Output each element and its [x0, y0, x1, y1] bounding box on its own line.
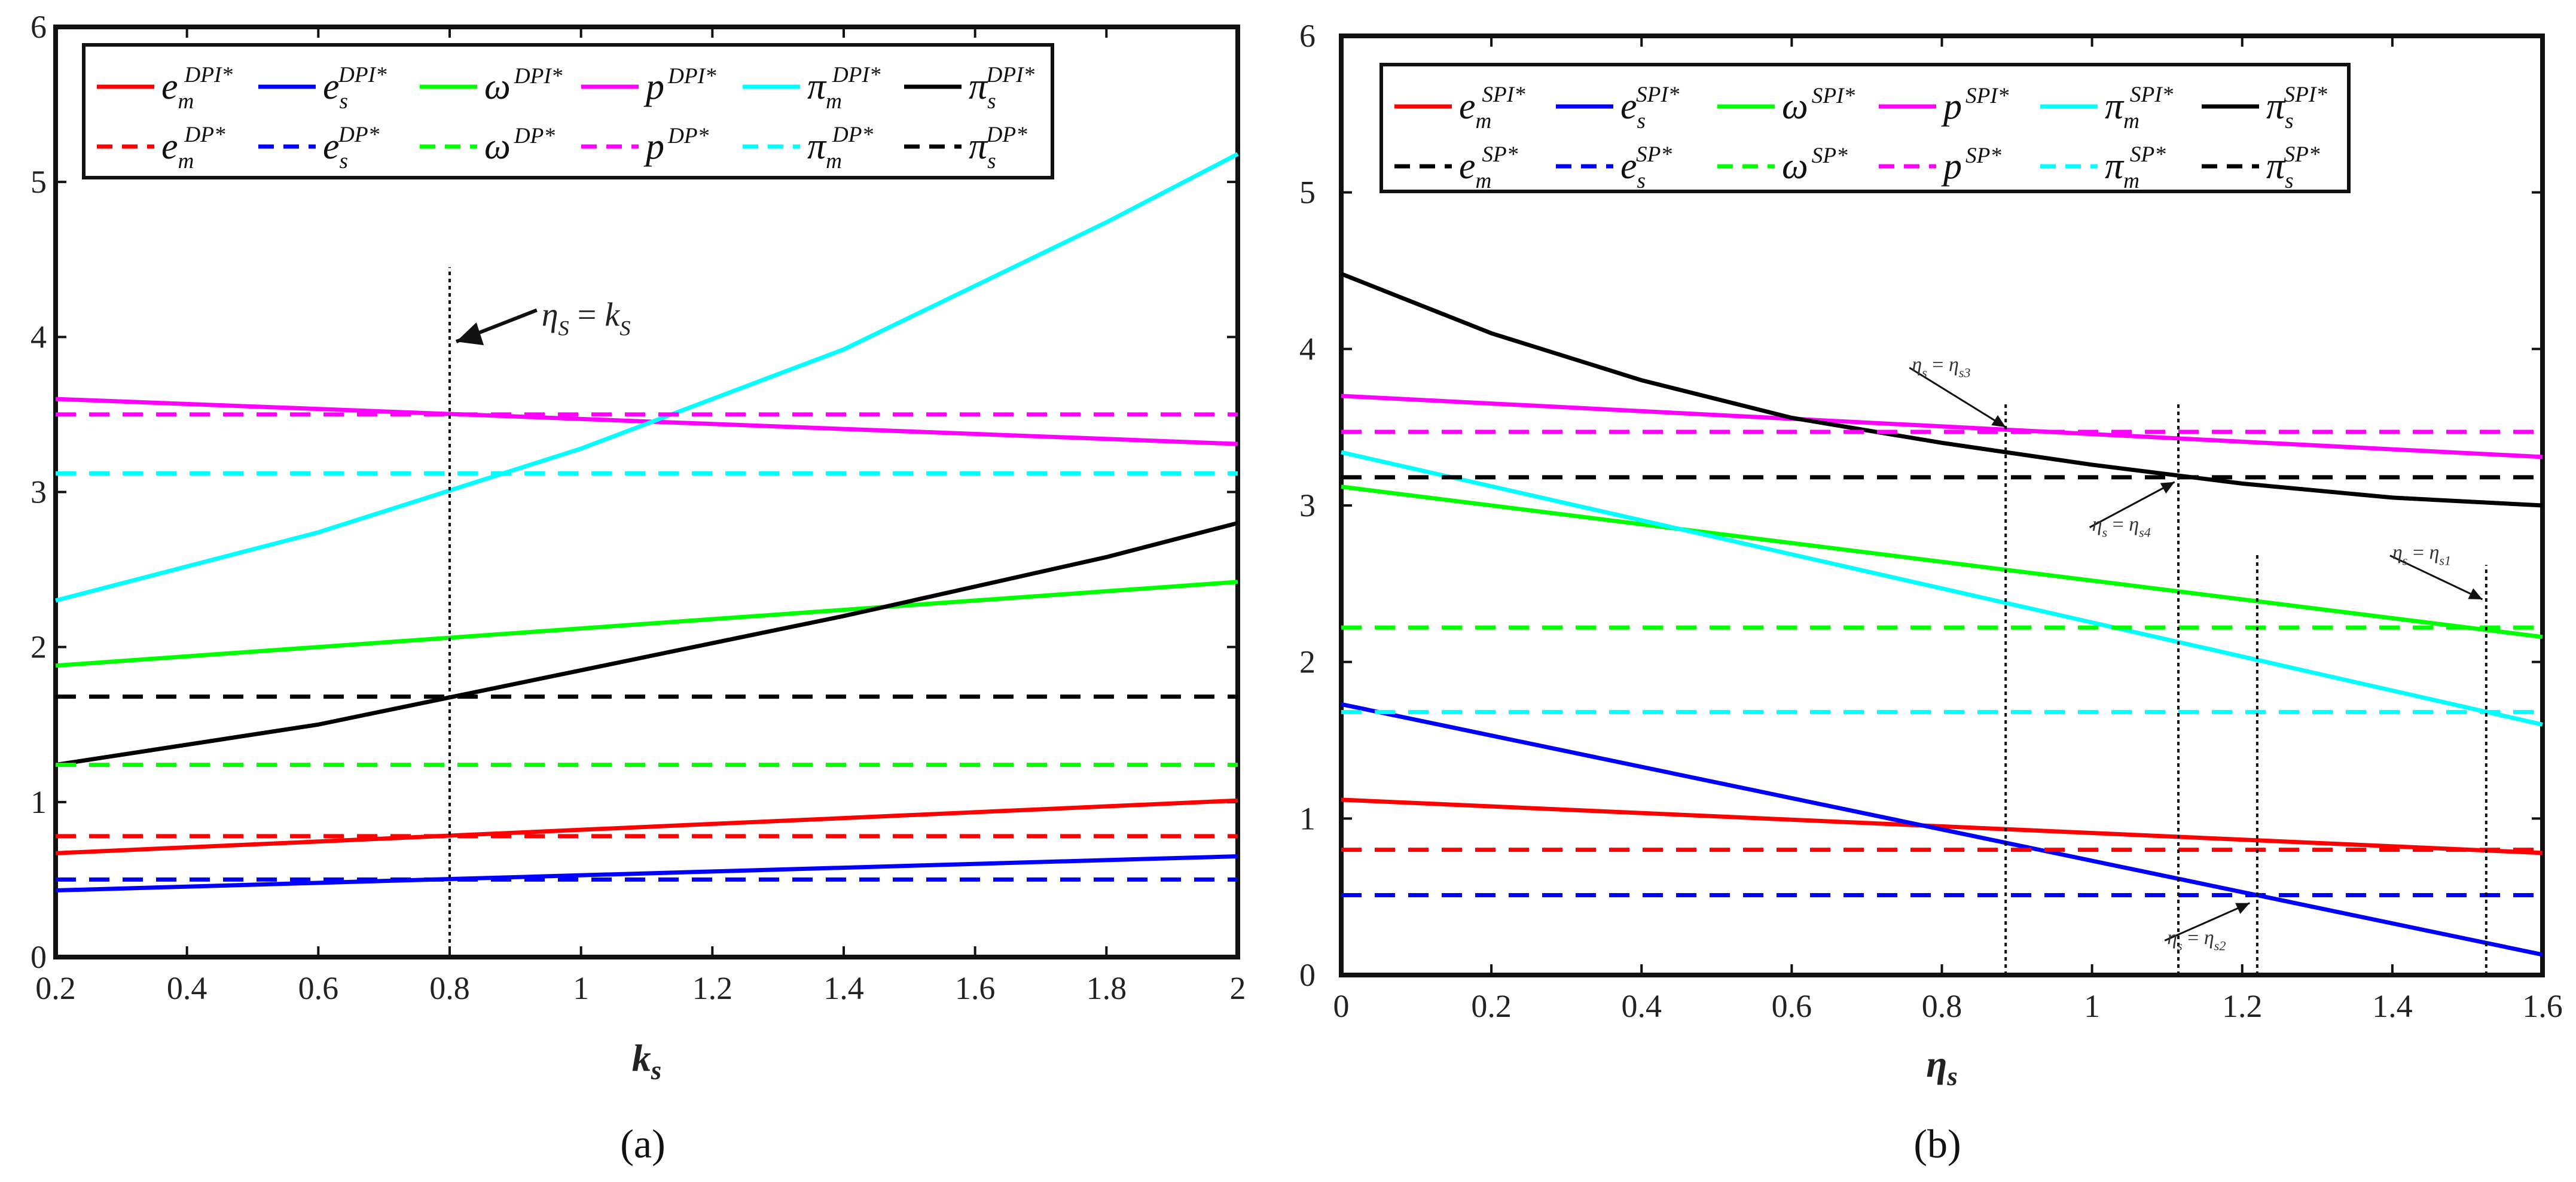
- annotation-arrow: [2389, 555, 2483, 601]
- legend-entry-label: πmSPI*: [2105, 83, 2174, 133]
- annotation-label: ηs = ηs1: [2392, 542, 2451, 568]
- y-tick-label: 6: [1299, 18, 1316, 54]
- y-tick-label: 0: [30, 939, 47, 975]
- y-tick-label: 5: [30, 164, 47, 200]
- legend-entry-label: ω DPI*: [484, 64, 563, 107]
- x-tick-label: 1: [573, 970, 589, 1006]
- x-tick-label: 0.2: [35, 970, 76, 1006]
- legend-entry-label: πsSP*: [2266, 142, 2320, 193]
- x-tick-label: 1.2: [2222, 988, 2263, 1024]
- y-tick-label: 1: [1299, 800, 1316, 836]
- x-tick-label: 0.8: [429, 970, 470, 1006]
- legend-entry-label: esSPI*: [1620, 83, 1680, 133]
- series-line-solid-4: [55, 152, 1239, 603]
- annotation-arrow: [2089, 481, 2175, 528]
- y-tick-label: 6: [30, 9, 47, 45]
- annotation-label: ηs = ηs2: [2167, 927, 2226, 953]
- legend-entry-label: emDP*: [161, 123, 225, 173]
- y-tick-label: 4: [30, 319, 47, 355]
- legend-entry-label: ω SPI*: [1782, 84, 1855, 127]
- legend-entry-label: πsDPI*: [969, 63, 1035, 114]
- legend-entry-label: emSPI*: [1459, 83, 1525, 133]
- series-line-solid-2: [1341, 485, 2543, 639]
- x-tick-label: 1: [2084, 988, 2100, 1024]
- annotation-arrow: [1909, 367, 2007, 428]
- annotation-arrowhead: [2468, 588, 2483, 599]
- legend-box: [82, 43, 1054, 179]
- x-tick-label: 1.4: [823, 970, 864, 1006]
- series-line-solid-4: [1341, 450, 2543, 727]
- y-tick-label: 5: [1299, 175, 1316, 211]
- x-tick-label: 1.6: [2522, 988, 2563, 1024]
- chart-panel-b: 0 0.2 0.4 0.6 0.8 1 1.2 1.4 1.6 0 1 2 3 4 5 6 ηs = ηs3 ηs…: [1299, 18, 2563, 1166]
- legend-entry-label: esSP*: [1620, 142, 1672, 193]
- series-line-solid-5: [1340, 272, 2543, 508]
- series-line-solid-0: [55, 798, 1238, 855]
- chart-panel-a: 0.2 0.4 0.6 0.8 1 1.2 1.4 1.6 1.8 2 0 1 2 3 4 5 6 ηS = kS…: [30, 9, 1246, 1166]
- y-tick-label: 3: [30, 474, 47, 510]
- plot-frame: [53, 25, 1240, 959]
- legend-entry-label: esDPI*: [323, 63, 387, 114]
- series-line-solid-1: [1341, 702, 2543, 957]
- annotation-label: ηS = kS: [542, 296, 631, 340]
- legend-entry-label: p SP*: [1941, 144, 2001, 187]
- y-tick-label: 3: [1299, 488, 1316, 523]
- legend-entry-label: p SPI*: [1941, 84, 2009, 127]
- annotation-arrowhead: [1991, 415, 2006, 428]
- x-tick-label: 0.4: [1622, 988, 1662, 1024]
- series-line-solid-3: [1341, 394, 2543, 459]
- legend-entry-label: p DPI*: [643, 64, 716, 107]
- annotation-arrow: [2164, 902, 2250, 942]
- series-line-solid-3: [55, 397, 1238, 446]
- annotation-label: ηs = ηs3: [1912, 354, 1970, 380]
- y-tick-label: 4: [1299, 331, 1316, 367]
- legend-entry-label: emDPI*: [161, 63, 233, 114]
- series-line-solid-5: [55, 520, 1238, 767]
- x-tick-label: 0.8: [1922, 988, 1962, 1024]
- legend: emSPI* esSPI* ω SPI* p SPI* πmSPI* πsSPI* emSP* e…: [1379, 63, 2351, 193]
- legend-entry-label: πsSPI*: [2266, 83, 2327, 133]
- legend-entry-label: esDP*: [323, 123, 380, 173]
- y-tick-label: 0: [1299, 957, 1316, 993]
- legend: emDPI* esDPI* ω DPI* p DPI* πmDPI* πsDPI* emDP* e…: [82, 43, 1054, 179]
- x-tick-label: 0.6: [298, 970, 339, 1006]
- x-tick-label: 1.6: [955, 970, 996, 1006]
- y-tick-label: 2: [1299, 644, 1316, 680]
- series-line-solid-2: [55, 580, 1238, 668]
- legend-box: [1379, 63, 2351, 193]
- y-tick-label: 1: [30, 784, 47, 820]
- legend-entry-label: πsDP*: [969, 123, 1027, 173]
- x-tick-label: 0.4: [167, 970, 207, 1006]
- x-tick-label: 0.2: [1471, 988, 1512, 1024]
- legend-entry-label: ω DP*: [484, 124, 555, 167]
- legend-entry-label: emSP*: [1459, 142, 1518, 193]
- x-tick-label: 2: [1230, 970, 1246, 1006]
- x-axis-label: ks: [632, 1037, 661, 1085]
- panel-label: (b): [1913, 1121, 1961, 1166]
- annotation-label: ηs = ηs4: [2092, 514, 2151, 540]
- annotation-arrowhead: [2160, 482, 2175, 494]
- legend-entry-label: p DP*: [643, 124, 709, 167]
- annotation-arrowhead: [456, 322, 484, 346]
- series-line-solid-1: [55, 854, 1238, 893]
- x-tick-label: 0: [1333, 988, 1350, 1024]
- x-tick-label: 1.4: [2372, 988, 2413, 1024]
- panel-label: (a): [620, 1121, 665, 1166]
- annotation-arrowhead: [2235, 903, 2250, 914]
- x-tick-label: 1.8: [1086, 970, 1127, 1006]
- legend-entry-label: πmSP*: [2105, 142, 2166, 193]
- x-tick-label: 0.6: [1772, 988, 1812, 1024]
- y-tick-label: 2: [30, 629, 47, 665]
- legend-entry-label: πmDP*: [807, 123, 873, 173]
- legend-entry-label: πmDPI*: [807, 63, 881, 114]
- legend-entry-label: ω SP*: [1782, 144, 1848, 187]
- x-tick-label: 1.2: [692, 970, 733, 1006]
- series-line-solid-0: [1341, 797, 2543, 855]
- x-axis-label: ηs: [1926, 1043, 1958, 1091]
